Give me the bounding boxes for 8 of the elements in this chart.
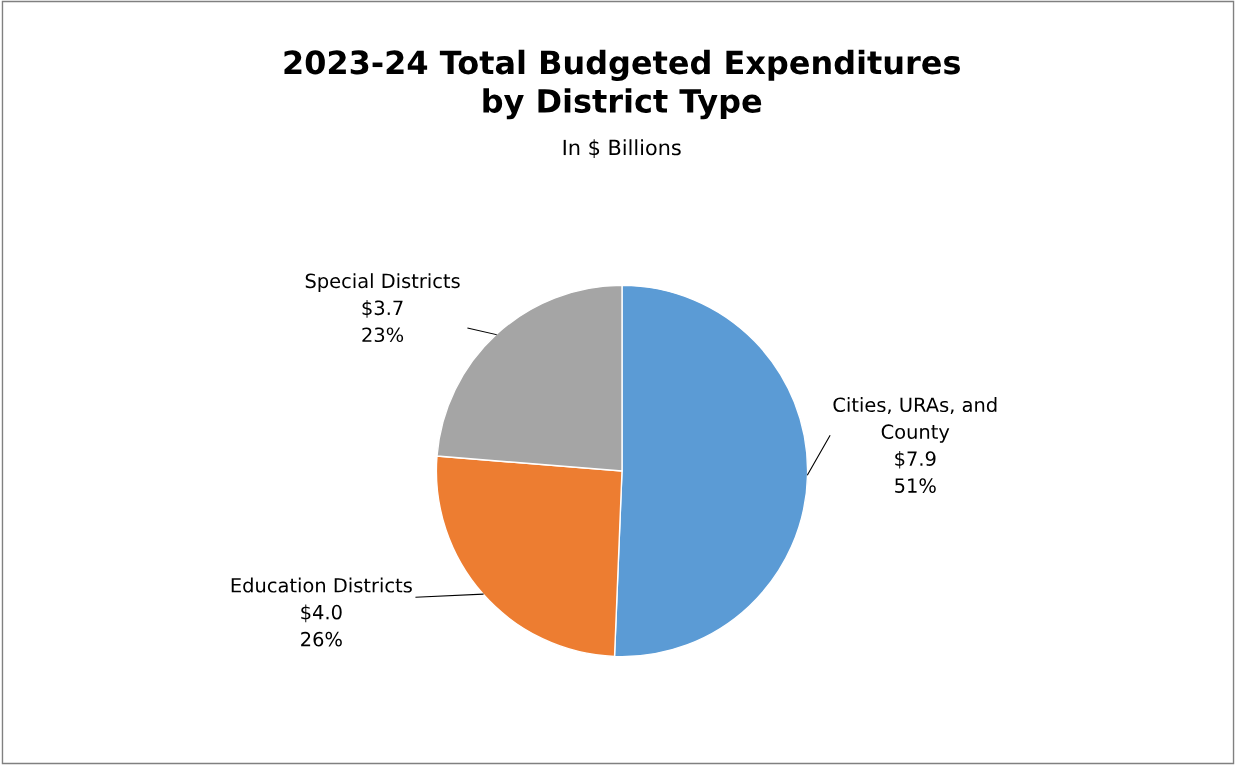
slice-label: Special Districts (305, 273, 460, 292)
data-label: $4.0 26% (301, 604, 342, 647)
slice-label: Education Districts (231, 577, 412, 593)
chart-title: 2023-24 Total Budgeted Expenditures by District Type (284, 49, 960, 120)
data-label: $7.9 51% (895, 450, 936, 493)
slice-label: Cities, URAs, and County (833, 397, 997, 443)
chart-subtitle: In $ Billions (563, 139, 681, 159)
data-label: $3.7 23% (362, 300, 404, 343)
